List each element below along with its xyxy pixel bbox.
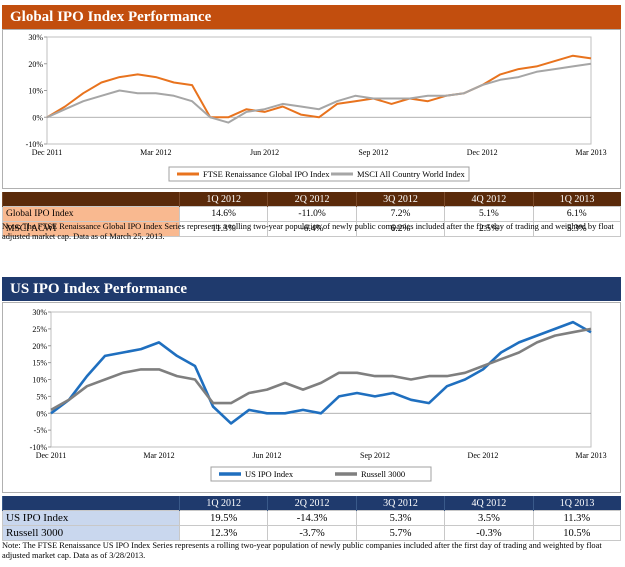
table-header-cell: 2Q 2012 — [267, 496, 357, 511]
table-cell: 11.3% — [532, 510, 622, 526]
x-tick-label: Mar 2013 — [575, 451, 606, 460]
legend-box — [210, 466, 432, 482]
us-ipo-note: Note: The FTSE Renaissance US IPO Index … — [2, 541, 602, 560]
table-header-cell: 3Q 2012 — [355, 496, 445, 511]
y-tick-label: 25% — [32, 325, 47, 334]
us-ipo-chart-svg: 30% 25% 20% 15% 10% 5% 0% -5% -10%Dec 2011 Mar 20… — [30, 308, 607, 482]
x-tick-label: Mar 2012 — [143, 451, 174, 460]
row-label: MSCI ACWI — [2, 221, 180, 237]
global-ipo-table: 1Q 2012 2Q 2012 3Q 2012 4Q 2012 1Q 2013 … — [2, 192, 622, 237]
table-cell: 12.3% — [178, 525, 269, 541]
table-row: Russell 3000 12.3% -3.7% 5.7% -0.3% 10.5… — [2, 525, 622, 541]
table-cell: -11.0% — [267, 206, 357, 222]
series-line-0 — [46, 54, 592, 119]
x-tick-label: Dec 2011 — [32, 148, 63, 157]
table-cell: 6.1% — [532, 206, 622, 222]
table-header-row: 1Q 2012 2Q 2012 3Q 2012 4Q 2012 1Q 2013 — [2, 192, 621, 207]
table-header-cell: 1Q 2013 — [532, 192, 621, 207]
table-header-cell: 4Q 2012 — [444, 192, 534, 207]
x-tick-label: Sep 2012 — [360, 451, 390, 460]
table-row: MSCI ACWI 11.3% -6.4% 6.2% 2.5% 5.3% — [2, 221, 622, 237]
series-line-1 — [46, 62, 592, 124]
y-tick-label: 15% — [32, 359, 47, 368]
table-header-cell: 1Q 2012 — [178, 496, 268, 511]
table-row: Global IPO Index 14.6% -11.0% 7.2% 5.1% … — [2, 206, 622, 222]
table-cell: -0.3% — [444, 525, 534, 541]
y-tick-label: 0% — [32, 113, 43, 122]
x-tick-label: Dec 2011 — [36, 451, 67, 460]
y-tick-label: 10% — [32, 376, 47, 385]
legend-label: US IPO Index — [245, 469, 294, 479]
table-cell: 3.5% — [444, 510, 534, 526]
global-ipo-note: Note: The FTSE Renaissance Global IPO In… — [2, 222, 614, 241]
row-label: Global IPO Index — [2, 206, 180, 222]
us-ipo-table: 1Q 2012 2Q 2012 3Q 2012 4Q 2012 1Q 2013 … — [2, 496, 622, 541]
x-tick-label: Jun 2012 — [252, 451, 281, 460]
y-tick-label: 20% — [28, 60, 43, 69]
x-tick-label: Mar 2012 — [140, 148, 171, 157]
y-tick-label: -10% — [26, 140, 44, 149]
table-row: US IPO Index 19.5% -14.3% 5.3% 3.5% 11.3… — [2, 510, 622, 526]
legend-box — [168, 166, 470, 182]
y-tick-label: 5% — [36, 392, 47, 401]
x-tick-label: Dec 2012 — [467, 148, 498, 157]
table-cell: 19.5% — [178, 510, 269, 526]
legend-label: FTSE Renaissance Global IPO Index — [203, 169, 330, 179]
table-header-cell: 1Q 2012 — [178, 192, 268, 207]
y-tick-label: 20% — [32, 342, 47, 351]
table-header-cell: 2Q 2012 — [267, 192, 357, 207]
series-line-0 — [50, 320, 592, 425]
table-cell: -3.7% — [267, 525, 357, 541]
us-ipo-chart: 30% 25% 20% 15% 10% 5% 0% -5% -10% Dec 2011 Mar 20… — [2, 302, 621, 493]
table-cell: 7.2% — [355, 206, 446, 222]
table-cell: -14.3% — [267, 510, 357, 526]
x-tick-label: Jun 2012 — [250, 148, 279, 157]
y-tick-label: -5% — [34, 426, 48, 435]
table-cell: 5.3% — [355, 510, 446, 526]
table-cell: 10.5% — [532, 525, 622, 541]
legend-label: MSCI All Country World Index — [357, 169, 466, 179]
table-cell: 14.6% — [178, 206, 269, 222]
series-line-1 — [50, 327, 592, 412]
global-ipo-chart: 30% 20% 10% 0% -10% Dec 2011 Mar 2012 Jun 2012 S… — [2, 29, 621, 189]
x-tick-label: Dec 2012 — [468, 451, 499, 460]
y-tick-label: 30% — [28, 33, 43, 42]
global-ipo-chart-svg: 30% 20% 10% 0% -10%Dec 2011 Mar 2012 Jun 2012 S… — [26, 33, 607, 182]
table-cell: 5.1% — [444, 206, 534, 222]
y-tick-label: 0% — [36, 409, 47, 418]
plot-frame — [50, 311, 592, 448]
x-tick-label: Sep 2012 — [358, 148, 388, 157]
us-ipo-header: US IPO Index Performance — [2, 277, 621, 301]
table-header-cell: 4Q 2012 — [444, 496, 534, 511]
y-tick-label: 30% — [32, 308, 47, 317]
y-tick-label: 10% — [28, 87, 43, 96]
y-tick-label: -10% — [30, 443, 48, 452]
row-label: Russell 3000 — [2, 525, 180, 541]
plot-frame — [46, 36, 592, 145]
table-header-cell — [2, 192, 180, 207]
x-tick-label: Mar 2013 — [575, 148, 606, 157]
table-header-row: 1Q 2012 2Q 2012 3Q 2012 4Q 2012 1Q 2013 — [2, 496, 621, 511]
table-header-cell: 1Q 2013 — [532, 496, 621, 511]
table-cell: 5.7% — [355, 525, 446, 541]
table-header-cell: 3Q 2012 — [355, 192, 445, 207]
row-label: US IPO Index — [2, 510, 180, 526]
legend-label: Russell 3000 — [361, 469, 405, 479]
table-header-cell — [2, 496, 180, 511]
table-cell: 5.3% — [532, 221, 622, 237]
table-cell: 2.5% — [444, 221, 534, 237]
global-ipo-header: Global IPO Index Performance — [2, 5, 621, 29]
